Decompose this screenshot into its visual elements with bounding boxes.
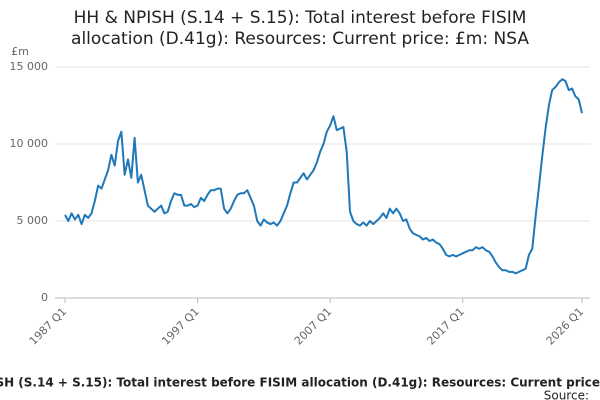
x-tick-label: 2017 Q1	[424, 305, 467, 348]
y-tick-label: 10 000	[10, 137, 49, 150]
chart-title: HH & NPISH (S.14 + S.15): Total interest…	[71, 8, 529, 49]
data-line	[64, 78, 583, 275]
y-tick-label: 0	[41, 291, 48, 304]
source: Source:	[544, 389, 589, 400]
y-unit-label: £m	[11, 45, 29, 58]
y-tick-label: 5 000	[17, 214, 49, 227]
x-tick-label: 1997 Q1	[159, 305, 202, 348]
x-tick-label: 1987 Q1	[27, 305, 70, 348]
y-tick-label: 15 000	[10, 60, 49, 73]
footer-title: HH & NPISH (S.14 + S.15): Total interest…	[0, 376, 600, 390]
x-tick-label: 2007 Q1	[292, 305, 335, 348]
x-tick-label: 2026 Q1	[544, 305, 587, 348]
